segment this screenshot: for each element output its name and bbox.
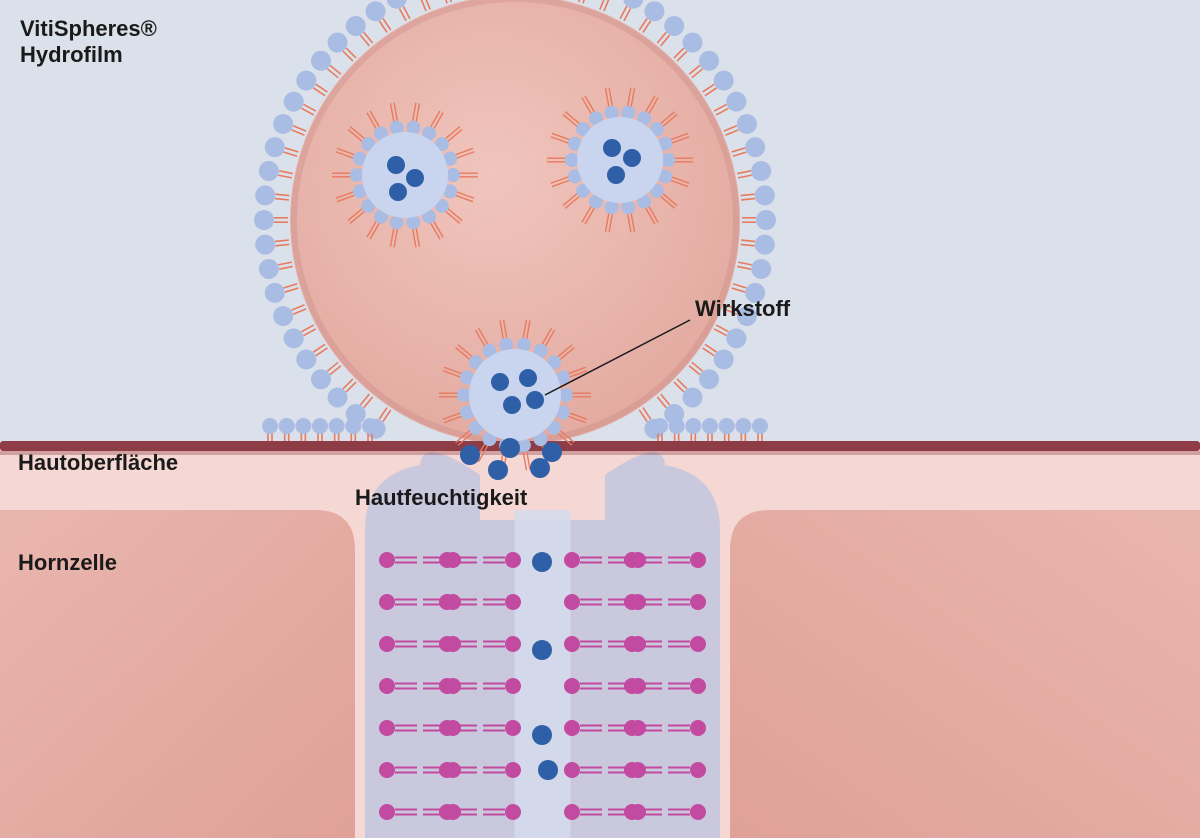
hornzelle-right bbox=[730, 510, 1200, 838]
active-ingredient-dot bbox=[488, 460, 508, 480]
hautfeuchtigkeit-label: Hautfeuchtigkeit bbox=[355, 485, 528, 510]
wirkstoff-label: Wirkstoff bbox=[695, 296, 791, 321]
active-ingredient-dot bbox=[538, 760, 558, 780]
active-ingredient-dot bbox=[530, 458, 550, 478]
title-line1: VitiSpheres® bbox=[20, 16, 157, 41]
hornzelle-label: Hornzelle bbox=[18, 550, 117, 575]
active-ingredient-dot bbox=[500, 438, 520, 458]
active-ingredient-dot bbox=[532, 725, 552, 745]
active-ingredient-dot bbox=[532, 640, 552, 660]
skin-surface-shadow bbox=[0, 451, 1200, 455]
hautoberflache-label: Hautoberfläche bbox=[18, 450, 178, 475]
active-ingredient-dot bbox=[532, 552, 552, 572]
skin-surface-line bbox=[0, 441, 1200, 451]
active-ingredient-dot bbox=[542, 442, 562, 462]
active-ingredient-dot bbox=[460, 445, 480, 465]
title-line2: Hydrofilm bbox=[20, 42, 123, 67]
